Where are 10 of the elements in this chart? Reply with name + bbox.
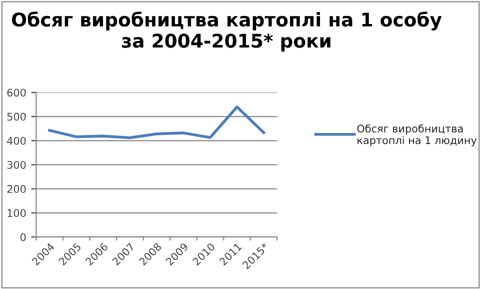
y-tick-label: 600 (7, 88, 26, 97)
legend-label: Обсяг виробництва картоплі на 1 людину (357, 124, 477, 146)
y-tick-label: 300 (7, 160, 26, 169)
y-tick-label: 0 (20, 233, 26, 242)
y-tick-label: 500 (7, 112, 26, 121)
y-tick-label: 200 (7, 185, 26, 193)
y-tick-label: 400 (7, 136, 26, 145)
y-tick-label: 100 (8, 209, 26, 217)
chart-title: Обсяг виробництва картоплі на 1 особу за 2004-2015* роки (12, 12, 442, 52)
line-series (48, 106, 266, 140)
